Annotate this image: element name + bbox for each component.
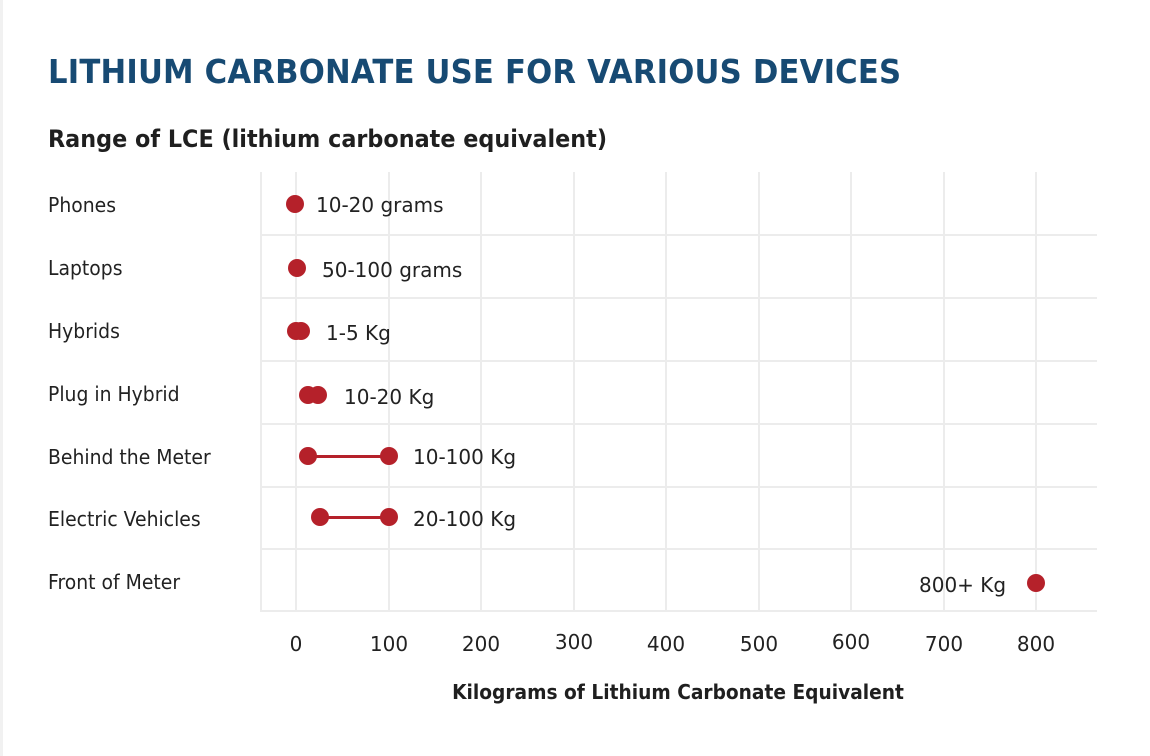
gridline-x-600 bbox=[850, 172, 852, 612]
row-separator bbox=[260, 297, 1097, 299]
data-point-laptops bbox=[288, 259, 306, 277]
category-label-phones: Phones bbox=[48, 193, 117, 217]
data-point-front-of-meter bbox=[1027, 574, 1045, 592]
category-label-electric-vehicles: Electric Vehicles bbox=[48, 507, 201, 531]
row-separator bbox=[260, 234, 1097, 236]
x-tick-600: 600 bbox=[831, 630, 871, 654]
data-point-plug-in-hybrid-max bbox=[309, 386, 327, 404]
range-bar-behind-the-meter bbox=[308, 454, 389, 458]
gridline-x-0 bbox=[295, 172, 297, 612]
value-label-behind-the-meter: 10-100 Kg bbox=[413, 445, 517, 469]
data-point-behind-the-meter-min bbox=[299, 447, 317, 465]
value-label-plug-in-hybrid: 10-20 Kg bbox=[344, 385, 435, 409]
x-tick-500: 500 bbox=[739, 632, 779, 656]
range-bar-electric-vehicles bbox=[320, 515, 389, 519]
plot-left-border bbox=[260, 172, 262, 612]
value-label-phones: 10-20 grams bbox=[316, 193, 444, 217]
gridline-x-200 bbox=[480, 172, 482, 612]
gridline-x-400 bbox=[665, 172, 667, 612]
plot-area: 10-20 grams 50-100 grams 1-5 Kg 10-20 Kg… bbox=[260, 172, 1097, 612]
data-point-behind-the-meter-max bbox=[380, 447, 398, 465]
x-tick-300: 300 bbox=[554, 630, 594, 654]
category-label-plug-in-hybrid: Plug in Hybrid bbox=[48, 382, 180, 406]
value-label-electric-vehicles: 20-100 Kg bbox=[413, 507, 517, 531]
category-label-front-of-meter: Front of Meter bbox=[48, 570, 181, 594]
row-separator bbox=[260, 360, 1097, 362]
gridline-x-800 bbox=[1035, 172, 1037, 612]
chart-subtitle: Range of LCE (lithium carbonate equivale… bbox=[48, 125, 608, 153]
row-separator bbox=[260, 486, 1097, 488]
category-label-hybrids: Hybrids bbox=[48, 319, 120, 343]
x-tick-0: 0 bbox=[289, 632, 303, 656]
row-separator bbox=[260, 423, 1097, 425]
data-point-electric-vehicles-min bbox=[311, 508, 329, 526]
plot-bottom-border bbox=[260, 610, 1097, 612]
value-label-laptops: 50-100 grams bbox=[322, 258, 463, 282]
gridline-x-100 bbox=[388, 172, 390, 612]
row-separator bbox=[260, 548, 1097, 550]
data-point-phones bbox=[286, 195, 304, 213]
x-tick-800: 800 bbox=[1016, 632, 1056, 656]
x-tick-400: 400 bbox=[646, 632, 686, 656]
category-label-behind-the-meter: Behind the Meter bbox=[48, 445, 211, 469]
x-tick-700: 700 bbox=[924, 632, 964, 656]
gridline-x-700 bbox=[943, 172, 945, 612]
data-point-hybrids-max bbox=[292, 322, 310, 340]
value-label-front-of-meter: 800+ Kg bbox=[919, 573, 1007, 597]
x-tick-200: 200 bbox=[461, 632, 501, 656]
data-point-electric-vehicles-max bbox=[380, 508, 398, 526]
chart-title: LITHIUM CARBONATE USE FOR VARIOUS DEVICE… bbox=[48, 52, 902, 91]
category-label-laptops: Laptops bbox=[48, 256, 123, 280]
gridline-x-300 bbox=[573, 172, 575, 612]
value-label-hybrids: 1-5 Kg bbox=[326, 321, 391, 345]
x-tick-100: 100 bbox=[369, 632, 409, 656]
x-axis-label: Kilograms of Lithium Carbonate Equivalen… bbox=[452, 680, 904, 704]
gridline-x-500 bbox=[758, 172, 760, 612]
